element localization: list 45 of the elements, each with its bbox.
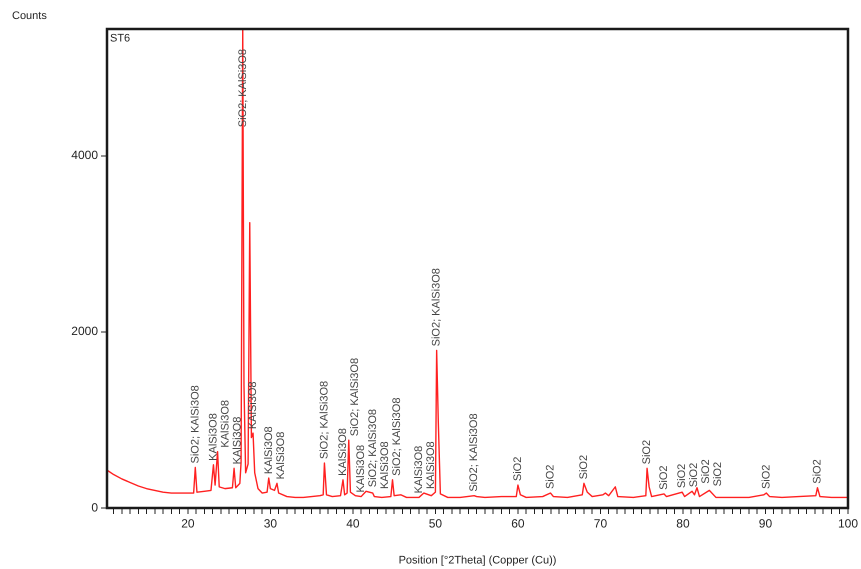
- annotation: SiO2: [676, 464, 688, 488]
- annotation: SiO2; KAlSi3O8: [189, 385, 202, 464]
- annotation: SiO2; KAlSi3O8: [236, 48, 249, 128]
- x-tick-label: 100: [838, 516, 858, 531]
- annotation: SiO2; KAlSi3O8: [468, 413, 480, 492]
- annotation: SiO2: [641, 440, 654, 464]
- annotation: SiO2: [700, 459, 712, 484]
- y-tick-label: 2000: [71, 324, 98, 338]
- annotation: KAlSi3O8: [219, 400, 232, 448]
- x-tick-label: 90: [758, 516, 772, 531]
- annotation: SiO2; KAlSi3O8: [430, 268, 443, 346]
- y-axis-title: Counts: [12, 10, 48, 22]
- x-tick-label: 60: [511, 516, 525, 531]
- annotation: SiO2: [760, 464, 772, 490]
- x-axis-title: Position [°2Theta] (Copper (Cu)): [398, 554, 556, 567]
- annotation: KAlSi3O8: [274, 432, 287, 480]
- annotation: SiO2: [578, 454, 590, 480]
- annotation: SiO2; KAlSi3O8: [349, 358, 362, 436]
- annotation: SiO2: [688, 462, 700, 488]
- annotation: SiO2; KAlSi3O8: [318, 380, 330, 460]
- annotation: KAlSi3O8: [424, 441, 437, 490]
- x-tick-label: 40: [346, 516, 360, 531]
- annotation: KAlSi3O8: [412, 446, 425, 494]
- annotation: SiO2: [658, 465, 670, 490]
- annotation: SiO2: [544, 464, 557, 490]
- chart-title: ST6: [110, 32, 130, 45]
- annotation: SiO2; KAlSi3O8: [391, 398, 404, 476]
- annotation: SiO2: [712, 462, 724, 486]
- x-tick-label: 70: [594, 516, 608, 531]
- x-tick-label: 20: [181, 516, 195, 531]
- annotation: KAlSi3O8: [207, 413, 220, 461]
- annotation: KAlSi3O8: [247, 381, 260, 430]
- y-tick-label: 0: [91, 500, 98, 514]
- annotation: KAlSi3O8: [379, 441, 392, 490]
- annotation: SiO2: [811, 459, 824, 484]
- x-tick-label: 50: [428, 516, 442, 531]
- annotation: KAlSi3O8: [262, 426, 275, 474]
- x-tick-label: 80: [676, 516, 690, 531]
- annotation: SiO2; KAlSi3O8: [367, 409, 380, 488]
- x-tick-label: 30: [264, 516, 278, 531]
- annotation: KAlSi3O8: [231, 416, 244, 464]
- annotation: KAlSi3O8: [337, 428, 350, 476]
- annotation: KAlSi3O8: [355, 444, 368, 493]
- y-tick-label: 4000: [71, 148, 98, 162]
- annotation: SiO2: [512, 456, 524, 482]
